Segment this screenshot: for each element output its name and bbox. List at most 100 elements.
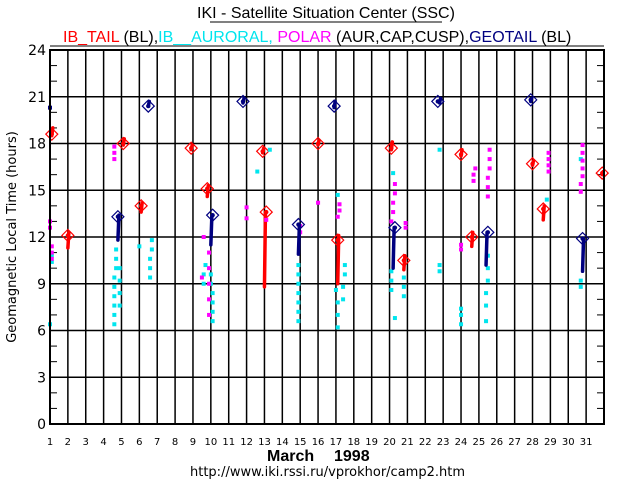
track-segment <box>470 230 475 249</box>
y-tick-label: 3 <box>37 370 46 386</box>
data-point <box>112 322 117 327</box>
data-point <box>437 263 442 268</box>
diamond-marker <box>384 141 399 156</box>
data-point <box>437 269 442 274</box>
y-tick-label: 21 <box>28 90 46 106</box>
data-point <box>201 272 206 277</box>
x-tick-label: 23 <box>437 437 450 448</box>
data-point <box>473 166 478 171</box>
data-point <box>112 275 117 280</box>
data-point <box>389 219 394 224</box>
data-point <box>207 250 212 255</box>
data-point <box>114 266 119 271</box>
footer-url[interactable]: http://www.iki.rssi.ru/vprokhor/camp2.ht… <box>190 465 465 480</box>
marker-center <box>264 209 269 215</box>
data-point <box>341 284 346 289</box>
data-point <box>148 256 153 261</box>
data-point <box>210 291 215 296</box>
data-point <box>207 266 212 271</box>
data-point <box>391 210 396 215</box>
data-point <box>485 194 490 199</box>
x-axis-month: March <box>267 448 314 465</box>
data-point <box>137 244 142 249</box>
series-polar <box>48 143 585 317</box>
track-segment <box>262 210 268 289</box>
data-point <box>471 178 476 183</box>
data-point <box>149 238 154 243</box>
data-point <box>114 256 119 261</box>
data-point <box>117 278 122 283</box>
marker-center <box>331 103 337 109</box>
data-point <box>546 169 551 174</box>
data-point <box>49 250 54 255</box>
y-tick-label: 15 <box>28 183 46 199</box>
data-point <box>112 284 117 289</box>
x-tick-label: 24 <box>455 437 468 448</box>
data-point <box>296 309 301 314</box>
legend-entry-3: POLAR <box>273 29 332 46</box>
x-tick-label: 20 <box>383 437 396 448</box>
marker-center <box>389 145 394 151</box>
data-point <box>149 247 154 252</box>
data-point <box>485 266 490 271</box>
diamond-marker <box>480 225 495 240</box>
data-point <box>49 259 54 264</box>
marker-center <box>469 234 474 240</box>
data-point <box>201 235 206 239</box>
marker-center <box>435 99 440 104</box>
data-point <box>578 189 583 194</box>
y-tick-label: 18 <box>28 137 46 153</box>
marker-center <box>240 99 246 104</box>
data-point <box>335 192 340 197</box>
y-tick-label: 6 <box>37 324 46 340</box>
data-point <box>112 312 117 317</box>
diamond-marker <box>536 202 551 216</box>
marker-center <box>335 237 340 243</box>
data-point <box>484 319 489 324</box>
x-tick-label: 29 <box>544 437 557 448</box>
data-point <box>49 244 54 249</box>
marker-center <box>146 103 151 109</box>
y-axis-ticks: 0 3 6 9 12 15 18 21 24 <box>28 43 46 433</box>
data-point <box>148 275 153 280</box>
x-tick-label: 4 <box>100 437 106 448</box>
data-point <box>296 263 301 268</box>
data-point <box>389 287 394 292</box>
data-point <box>296 281 301 286</box>
marker-center <box>205 186 210 191</box>
diamond-marker <box>255 144 270 159</box>
data-point <box>578 278 583 283</box>
data-point <box>117 291 122 296</box>
diamond-marker <box>595 166 610 180</box>
data-point <box>210 300 215 305</box>
data-point <box>112 157 117 162</box>
diamond-marker <box>330 233 345 247</box>
marker-center <box>65 233 71 238</box>
data-point <box>335 312 340 317</box>
x-tick-label: 13 <box>258 437 271 448</box>
data-point <box>342 263 347 268</box>
diamond-marker <box>111 209 125 224</box>
x-tick-label: 11 <box>222 437 235 448</box>
x-tick-label: 6 <box>136 437 142 448</box>
data-point <box>333 287 338 292</box>
data-point <box>112 144 117 149</box>
diamond-marker <box>134 198 148 213</box>
y-tick-label: 24 <box>28 43 46 59</box>
data-point <box>112 294 117 299</box>
x-tick-label: 16 <box>312 437 325 448</box>
data-point <box>459 247 464 252</box>
data-point <box>484 291 489 296</box>
x-tick-label: 2 <box>65 437 71 448</box>
x-tick-label: 19 <box>365 437 378 448</box>
diamond-marker <box>396 253 411 268</box>
diamond-marker <box>464 230 479 244</box>
data-point <box>401 294 406 299</box>
legend-entry-4: (AUR,CAP,CUSP), <box>332 29 470 46</box>
data-point <box>335 214 340 219</box>
x-tick-label: 31 <box>580 437 593 448</box>
diamond-marker <box>454 147 468 162</box>
data-point <box>401 284 406 289</box>
data-point <box>459 306 464 311</box>
track-segment <box>335 233 341 286</box>
